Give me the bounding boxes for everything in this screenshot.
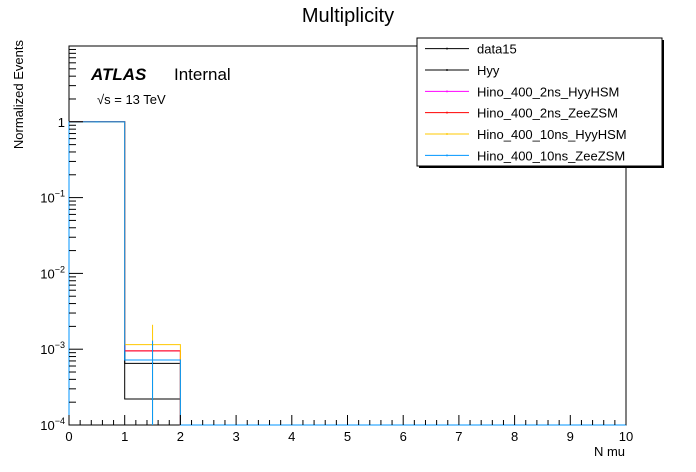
- legend-label: Hino_400_2ns_ZeeZSM: [477, 106, 618, 121]
- legend-label: Hino_400_10ns_ZeeZSM: [477, 148, 625, 163]
- energy-label: √s = 13 TeV: [97, 92, 166, 107]
- x-tick-label: 4: [288, 429, 295, 444]
- y-tick-label: 10−3: [40, 340, 65, 357]
- x-axis-label: N mu: [594, 444, 625, 459]
- x-tick-label: 1: [121, 429, 128, 444]
- x-tick-label: 2: [177, 429, 184, 444]
- atlas-label: ATLAS: [90, 65, 147, 84]
- x-tick-label: 9: [567, 429, 574, 444]
- axes-layer: 0 1 2 3 4 5 6 7 8 9 10 10−4 10−3 10−2 10−1 1: [40, 48, 633, 444]
- x-tick-label: 8: [511, 429, 518, 444]
- y-tick-label: 1: [58, 115, 65, 130]
- x-tick-label: 0: [65, 429, 72, 444]
- legend-label: Hyy: [477, 63, 500, 78]
- legend-label: Hino_400_10ns_HyyHSM: [477, 127, 627, 142]
- x-tick-label: 3: [232, 429, 239, 444]
- series-layer: [68, 121, 626, 426]
- y-tick-label: 10−4: [40, 416, 65, 433]
- legend-label: Hino_400_2ns_HyyHSM: [477, 84, 619, 99]
- x-tick-label: 5: [344, 429, 351, 444]
- x-tick-label: 10: [619, 429, 633, 444]
- atlas-status: Internal: [174, 65, 231, 84]
- y-axis-label: Normalized Events: [11, 40, 26, 150]
- x-tick-label: 6: [400, 429, 407, 444]
- chart-title: Multiplicity: [302, 5, 394, 27]
- legend: data15 Hyy Hino_400_2ns_HyyHSM Hino_400_2ns…: [416, 37, 664, 168]
- x-tick-label: 7: [455, 429, 462, 444]
- y-tick-label: 10−1: [40, 189, 65, 206]
- legend-box: [416, 37, 663, 167]
- y-tick-label: 10−2: [40, 264, 65, 281]
- legend-label: data15: [477, 42, 517, 57]
